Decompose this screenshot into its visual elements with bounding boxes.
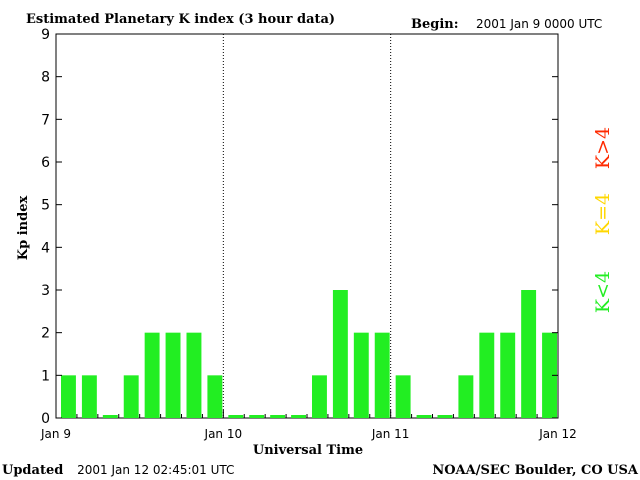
kp-bar [395, 375, 411, 418]
updated-value: 2001 Jan 12 02:45:01 UTC [77, 463, 234, 477]
x-tick-label: Jan 10 [204, 427, 243, 441]
x-tick-label: Jan 11 [371, 427, 410, 441]
kp-bar [207, 375, 223, 418]
y-tick-label: 1 [41, 368, 50, 384]
y-tick-label: 5 [41, 198, 50, 214]
kp-bar [123, 375, 139, 418]
chart-title: Estimated Planetary K index (3 hour data… [26, 12, 335, 27]
legend-item: K=4 [592, 193, 614, 235]
kp-bar [374, 332, 390, 418]
kp-bar [542, 332, 557, 418]
y-tick-label: 4 [41, 240, 50, 256]
kp-bar [416, 415, 432, 418]
kp-bar [312, 375, 327, 418]
y-tick-label: 2 [41, 326, 50, 342]
kp-bar [437, 415, 453, 418]
legend-item: K>4 [592, 127, 614, 169]
y-tick-label: 6 [41, 155, 50, 171]
kp-bar [249, 415, 265, 418]
y-axis: 0 1 2 3 4 5 6 7 8 9 [41, 27, 558, 427]
kp-bar [270, 415, 286, 418]
kp-bar [228, 415, 244, 418]
y-tick-label: 3 [41, 283, 50, 299]
updated-label: Updated [2, 463, 63, 478]
y-tick-label: 7 [41, 112, 50, 128]
y-axis-label: Kp index [16, 196, 31, 261]
credit-text: NOAA/SEC Boulder, CO USA [432, 463, 639, 478]
kp-bar [291, 415, 306, 418]
kp-bar [332, 290, 348, 418]
bar-series [61, 290, 557, 418]
x-tick-label: Jan 9 [40, 427, 71, 441]
begin-value: 2001 Jan 9 0000 UTC [476, 17, 602, 31]
kp-bar [186, 332, 202, 418]
legend-item: K<4 [592, 271, 614, 313]
legend: K>4 K=4 K<4 [592, 127, 614, 313]
kp-bar [165, 332, 181, 418]
y-tick-label: 8 [41, 70, 50, 86]
kp-bar [479, 332, 495, 418]
updated-line: Updated 2001 Jan 12 02:45:01 UTC [2, 463, 234, 478]
x-axis-label: Universal Time [253, 443, 363, 458]
kp-bar [81, 375, 97, 418]
y-tick-label: 0 [41, 411, 50, 427]
x-axis: Jan 9 Jan 10 Jan 11 Jan 12 [40, 410, 577, 441]
begin-label: Begin: [411, 17, 459, 32]
y-tick-label: 9 [41, 27, 50, 43]
kp-bar [500, 332, 516, 418]
x-tick-label: Jan 12 [538, 427, 577, 441]
kp-bar [144, 332, 160, 418]
kp-bar [521, 290, 537, 418]
kp-bar [353, 332, 369, 418]
kp-bar [61, 375, 76, 418]
kp-bar [458, 375, 474, 418]
kp-bar [102, 415, 118, 418]
